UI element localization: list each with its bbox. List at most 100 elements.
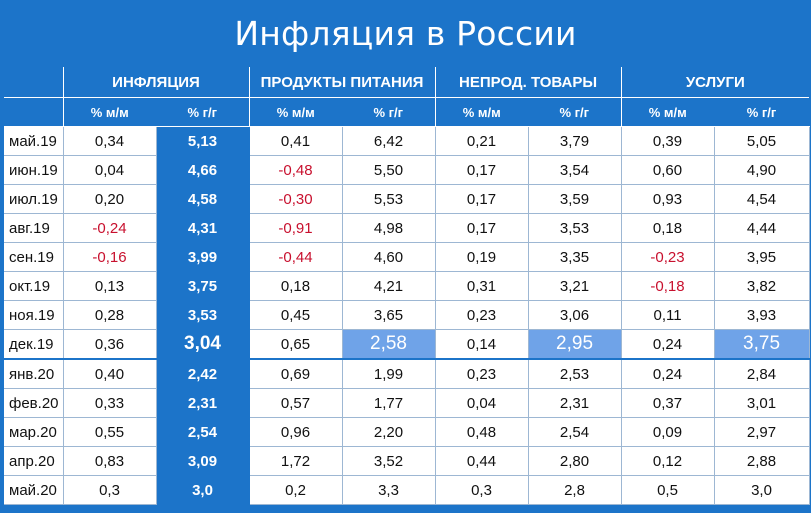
table-row: апр.20 0,83 3,09 1,72 3,52 0,44 2,80 0,12 2,88	[4, 446, 810, 476]
subheader-yy: % г/г	[342, 97, 436, 127]
yy-value-cell: 4,98	[342, 213, 436, 243]
mm-value-cell: -0,91	[249, 213, 343, 243]
page-title: Инфляция в России	[234, 13, 577, 53]
mm-value-cell: 0,21	[435, 126, 529, 156]
yy-value-cell: 4,21	[342, 271, 436, 301]
yy-value-cell: 2,54	[156, 417, 250, 447]
yy-value-cell: 2,97	[714, 417, 810, 447]
subheader-yy: % г/г	[156, 97, 250, 127]
yy-value-cell: 2,8	[528, 475, 622, 505]
mm-value-cell: 0,24	[621, 329, 715, 360]
month-cell: дек.19	[4, 329, 64, 360]
yy-value-cell: 3,52	[342, 446, 436, 476]
month-cell: июл.19	[4, 184, 64, 214]
mm-value-cell: 0,96	[249, 417, 343, 447]
yy-value-cell: 3,0	[714, 475, 810, 505]
mm-value-cell: 0,19	[435, 242, 529, 272]
yy-value-cell: 2,53	[528, 359, 622, 389]
mm-value-cell: -0,16	[63, 242, 157, 272]
month-cell: фев.20	[4, 388, 64, 418]
table-row: янв.20 0,40 2,42 0,69 1,99 0,23 2,53 0,24 2,84	[4, 359, 810, 389]
mm-value-cell: 0,14	[435, 329, 529, 360]
subheader-mm: % м/м	[434, 97, 529, 127]
mm-value-cell: 0,20	[63, 184, 157, 214]
yy-value-cell: 3,01	[714, 388, 810, 418]
mm-value-cell: 0,09	[621, 417, 715, 447]
month-cell: янв.20	[4, 359, 64, 389]
yy-value-cell: 2,80	[528, 446, 622, 476]
mm-value-cell: 0,39	[621, 126, 715, 156]
mm-value-cell: 0,11	[621, 300, 715, 330]
yy-value-cell: 3,21	[528, 271, 622, 301]
table-row: ноя.19 0,28 3,53 0,45 3,65 0,23 3,06 0,11 3,93	[4, 300, 810, 330]
yy-value-cell: 3,0	[156, 475, 250, 505]
mm-value-cell: 0,13	[63, 271, 157, 301]
yy-value-cell: 2,84	[714, 359, 810, 389]
mm-value-cell: 0,04	[435, 388, 529, 418]
yy-value-cell: 4,66	[156, 155, 250, 185]
mm-value-cell: 0,48	[435, 417, 529, 447]
yy-value-cell: 3,95	[714, 242, 810, 272]
yy-value-cell: 1,77	[342, 388, 436, 418]
table-row: фев.20 0,33 2,31 0,57 1,77 0,04 2,31 0,37 3,01	[4, 388, 810, 418]
mm-value-cell: 0,5	[621, 475, 715, 505]
yy-value-cell: 2,95	[528, 329, 622, 360]
mm-value-cell: 0,65	[249, 329, 343, 360]
table-row: авг.19 -0,24 4,31 -0,91 4,98 0,17 3,53 0,18 4,44	[4, 213, 810, 243]
mm-value-cell: 0,17	[435, 184, 529, 214]
yy-value-cell: 3,79	[528, 126, 622, 156]
mm-value-cell: 0,23	[435, 300, 529, 330]
mm-value-cell: 0,45	[249, 300, 343, 330]
month-cell: апр.20	[4, 446, 64, 476]
yy-value-cell: 3,93	[714, 300, 810, 330]
yy-value-cell: 3,06	[528, 300, 622, 330]
yy-value-cell: 2,20	[342, 417, 436, 447]
mm-value-cell: 0,44	[435, 446, 529, 476]
table-row: июл.19 0,20 4,58 -0,30 5,53 0,17 3,59 0,93 4,54	[4, 184, 810, 214]
yy-value-cell: 2,54	[528, 417, 622, 447]
mm-value-cell: 0,31	[435, 271, 529, 301]
group-header-nonfood: НЕПРОД. ТОВАРЫ	[434, 67, 622, 98]
mm-value-cell: 0,69	[249, 359, 343, 389]
mm-value-cell: 0,2	[249, 475, 343, 505]
subheader-mm: % м/м	[620, 97, 715, 127]
month-cell: сен.19	[4, 242, 64, 272]
yy-value-cell: 5,05	[714, 126, 810, 156]
mm-value-cell: -0,24	[63, 213, 157, 243]
yy-value-cell: 5,13	[156, 126, 250, 156]
mm-value-cell: 0,3	[63, 475, 157, 505]
yy-value-cell: 2,31	[528, 388, 622, 418]
mm-value-cell: 0,3	[435, 475, 529, 505]
corner-cell	[4, 67, 63, 98]
yy-value-cell: 3,3	[342, 475, 436, 505]
table-row: дек.19 0,36 3,04 0,65 2,58 0,14 2,95 0,24 3,75	[4, 329, 810, 360]
mm-value-cell: 0,83	[63, 446, 157, 476]
yy-value-cell: 3,65	[342, 300, 436, 330]
month-cell: май.19	[4, 126, 64, 156]
mm-value-cell: 0,17	[435, 155, 529, 185]
yy-value-cell: 3,75	[714, 329, 810, 360]
table-row: сен.19 -0,16 3,99 -0,44 4,60 0,19 3,35 -0,23 3,9…	[4, 242, 810, 272]
table-row: май.19 0,34 5,13 0,41 6,42 0,21 3,79 0,39 5,05	[4, 126, 810, 156]
mm-value-cell: 1,72	[249, 446, 343, 476]
yy-value-cell: 4,60	[342, 242, 436, 272]
yy-value-cell: 3,99	[156, 242, 250, 272]
yy-value-cell: 4,31	[156, 213, 250, 243]
yy-value-cell: 2,88	[714, 446, 810, 476]
yy-value-cell: 3,04	[156, 329, 250, 360]
mm-value-cell: 0,60	[621, 155, 715, 185]
group-header-services: УСЛУГИ	[620, 67, 810, 98]
yy-value-cell: 4,90	[714, 155, 810, 185]
yy-value-cell: 4,58	[156, 184, 250, 214]
month-cell: авг.19	[4, 213, 64, 243]
table-row: июн.19 0,04 4,66 -0,48 5,50 0,17 3,54 0,60 4,90	[4, 155, 810, 185]
table-row: окт.19 0,13 3,75 0,18 4,21 0,31 3,21 -0,18 3,82	[4, 271, 810, 301]
mm-value-cell: 0,18	[621, 213, 715, 243]
group-header-food: ПРОДУКТЫ ПИТАНИЯ	[248, 67, 436, 98]
subheader-yy: % г/г	[714, 97, 810, 127]
mm-value-cell: -0,30	[249, 184, 343, 214]
mm-value-cell: -0,18	[621, 271, 715, 301]
mm-value-cell: 0,34	[63, 126, 157, 156]
mm-value-cell: -0,44	[249, 242, 343, 272]
yy-value-cell: 3,59	[528, 184, 622, 214]
